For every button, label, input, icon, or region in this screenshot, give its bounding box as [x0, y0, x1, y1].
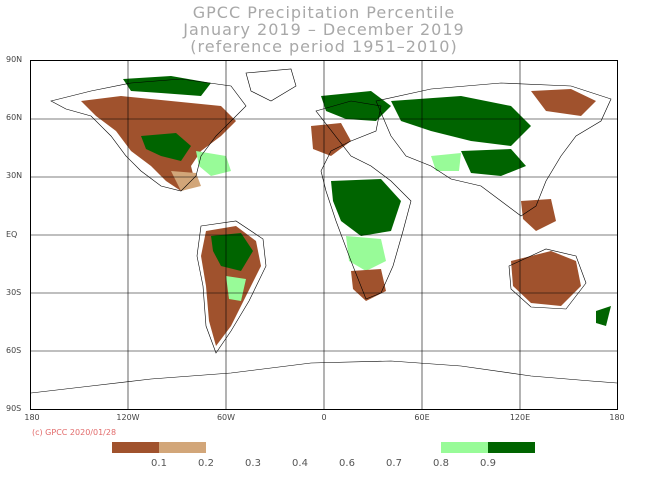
lat-label-90n: 90N — [6, 55, 23, 64]
fill-north-america-dry-2 — [171, 171, 201, 191]
lon-label-120w: 120W — [116, 413, 140, 422]
fill-north-america-wet-1 — [141, 133, 191, 161]
copyright-label: (c) GPCC 2020/01/28 — [32, 428, 117, 437]
fill-north-america-wet-3 — [196, 151, 231, 176]
legend-tick-0-3: 0.3 — [245, 458, 261, 469]
legend-tick-0-4: 0.4 — [292, 458, 308, 469]
fill-australia-wet — [596, 306, 611, 326]
fill-north-america-wet-2 — [123, 76, 211, 96]
coast-greenland — [245, 68, 297, 102]
coast-australia — [508, 248, 587, 310]
lat-label-eq: EQ — [6, 230, 18, 239]
fill-asia-dry-2 — [521, 199, 556, 231]
legend-tick-0-7: 0.7 — [386, 458, 402, 469]
legend-wet-swatch — [441, 442, 488, 453]
legend-very-dry-swatch — [112, 442, 159, 453]
title-line-2: January 2019 – December 2019 — [183, 20, 465, 39]
lat-label-90s: 90S — [6, 404, 22, 413]
legend-dry-swatch — [159, 442, 206, 453]
fill-africa-wet — [331, 179, 401, 236]
lon-label-60e: 60E — [414, 413, 430, 422]
lat-label-60n: 60N — [6, 113, 23, 122]
legend-tick-0-9: 0.9 — [480, 458, 496, 469]
fill-south-america-wet — [211, 233, 253, 271]
fill-asia-wet-2 — [461, 149, 526, 176]
coast-north-america — [50, 78, 247, 192]
title-line-3: (reference period 1951–2010) — [190, 37, 458, 56]
lat-label-30s: 30S — [6, 288, 22, 297]
lon-label-180w: 180 — [24, 413, 40, 422]
lon-label-120e: 120E — [509, 413, 531, 422]
fill-south-america-wet-2 — [226, 276, 246, 301]
legend-tick-0-6: 0.6 — [339, 458, 355, 469]
legend-tick-0-1: 0.1 — [151, 458, 167, 469]
legend-tick-0-2: 0.2 — [198, 458, 214, 469]
world-map — [30, 61, 618, 409]
graticule — [31, 61, 617, 409]
title-line-1: GPCC Precipitation Percentile — [192, 3, 456, 22]
legend-tick-0-8: 0.8 — [433, 458, 449, 469]
legend-very-wet-swatch — [488, 442, 535, 453]
map-frame — [30, 60, 618, 410]
coast-asia — [375, 82, 612, 217]
fill-europe-dry — [311, 123, 351, 156]
fill-asia-wet-3 — [431, 153, 461, 171]
lat-label-30n: 30N — [6, 171, 23, 180]
lon-label-60w: 60W — [216, 413, 236, 422]
percentile-fills — [81, 76, 611, 346]
coast-europe-africa — [315, 100, 412, 300]
fill-asia-wet — [391, 96, 531, 146]
fill-asia-dry — [531, 89, 596, 116]
fill-africa-wet-2 — [346, 236, 386, 271]
lon-label-180e: 180 — [609, 413, 625, 422]
lon-label-0: 0 — [321, 413, 327, 422]
coast-south-america — [196, 220, 267, 354]
fill-europe-wet — [321, 91, 391, 121]
lat-label-60s: 60S — [6, 346, 22, 355]
coast-antarctica — [30, 360, 618, 394]
coastlines — [30, 68, 618, 394]
fill-australia-dry — [511, 251, 581, 306]
